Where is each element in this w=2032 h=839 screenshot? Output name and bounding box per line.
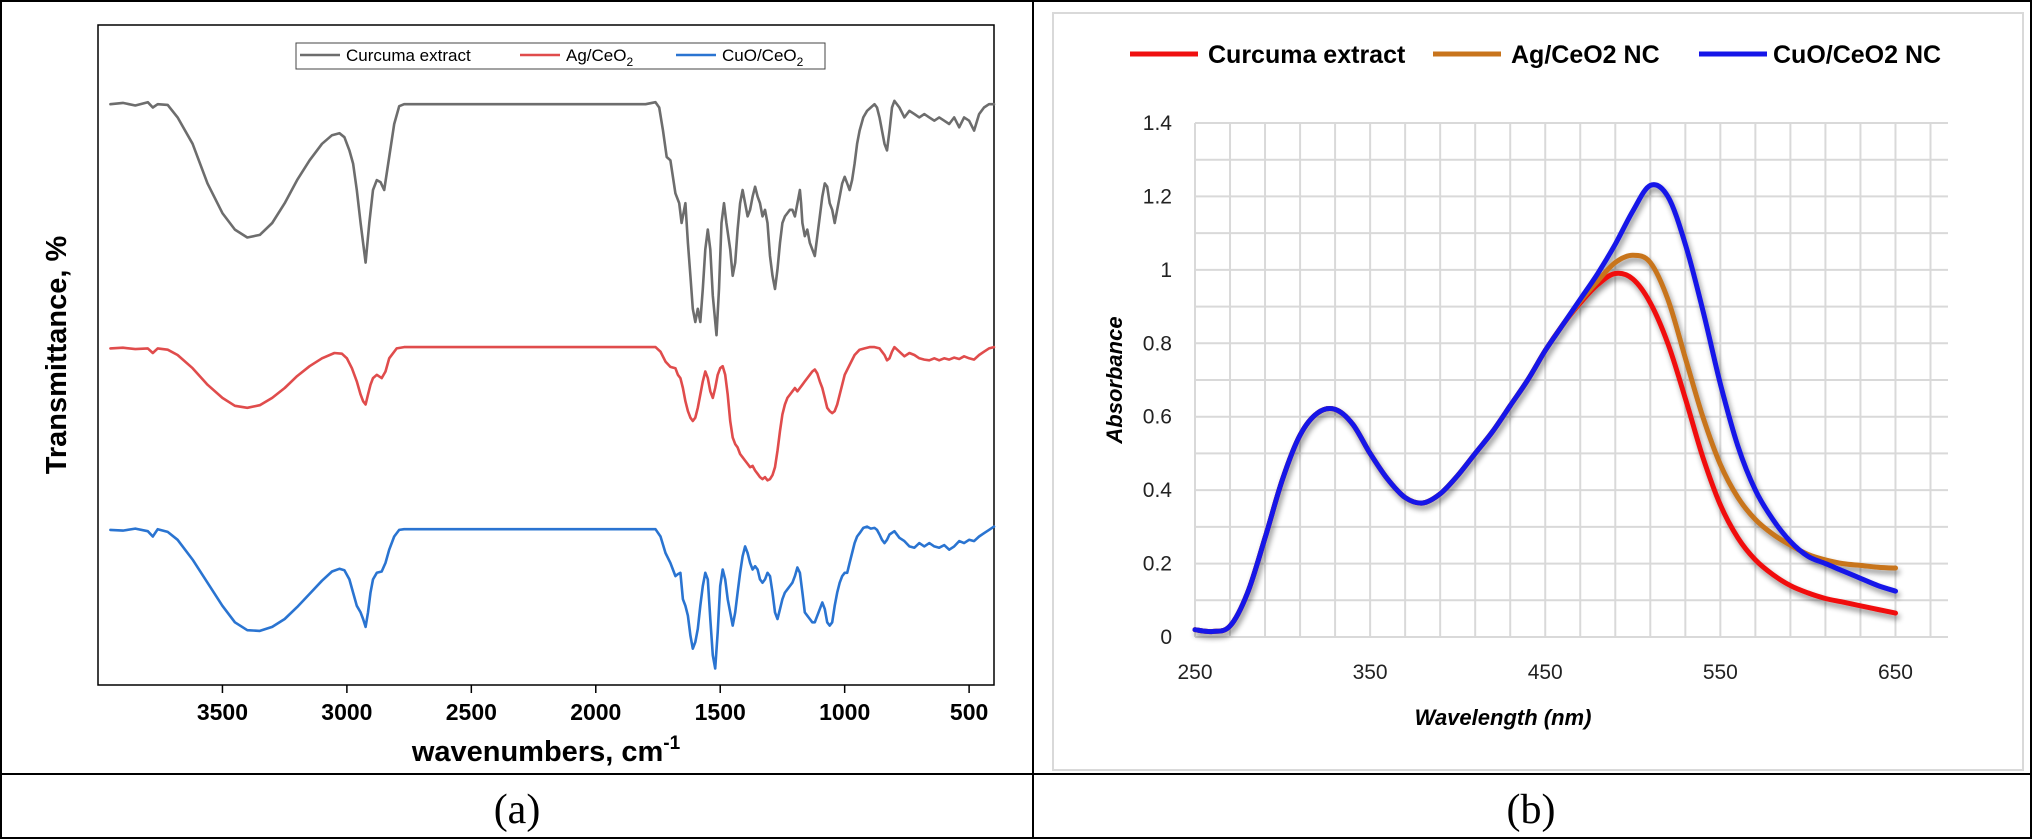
uvvis-y-tick-label: 0.8: [1143, 332, 1172, 355]
ftir-x-tick-label: 500: [950, 699, 988, 725]
uvvis-x-tick-label: 450: [1528, 661, 1563, 684]
ftir-line-2: [109, 525, 996, 670]
legend-label-cuo: CuO/CeO2: [722, 46, 804, 69]
uvvis-ticks: 250 350 450 550 650 0 0.2 0.4 0.6 0.8 1 1.2 1.4: [1143, 112, 1913, 684]
ftir-line-0: [109, 99, 996, 337]
uvvis-y-tick-label: 1: [1160, 259, 1172, 282]
uvvis-gridlines: [1194, 122, 1948, 638]
ftir-plot-frame: [97, 24, 995, 686]
uvvis-x-tick-label: 250: [1177, 661, 1212, 684]
uvvis-y-tick-label: 0: [1160, 626, 1172, 649]
legend-label-curcuma: Curcuma extract: [346, 46, 471, 65]
ftir-x-tick-label: 3000: [321, 699, 372, 725]
ftir-x-axis-title: wavenumbers, cm-1: [411, 733, 681, 768]
ftir-x-tick-label: 2500: [446, 699, 497, 725]
uvvis-chart: 250 350 450 550 650 0 0.2 0.4 0.6 0.8 1 1.2 1.4 Wave…: [1052, 12, 2024, 771]
uvvis-x-tick-label: 550: [1703, 661, 1738, 684]
uvvis-y-tick-label: 1.2: [1143, 185, 1172, 208]
ftir-x-tick-label: 1500: [695, 699, 746, 725]
ftir-legend: Curcuma extract Ag/CeO2 CuO/CeO2: [295, 42, 826, 70]
ftir-legend-box: [295, 42, 826, 70]
ftir-x-tick-label: 2000: [570, 699, 621, 725]
ftir-series-group: [109, 99, 996, 670]
uvvis-y-tick-label: 0.2: [1143, 553, 1172, 576]
uvvis-chart-area: [1052, 12, 2024, 771]
legend-label-curcuma-b: Curcuma extract: [1208, 41, 1406, 69]
ftir-line-1: [109, 345, 996, 482]
uvvis-y-tick-label: 1.4: [1143, 112, 1173, 135]
legend-label-cuo-b: CuO/CeO2 NC: [1773, 41, 1941, 69]
ftir-x-tick-label: 3500: [197, 699, 248, 725]
uvvis-series-group: [1192, 182, 1898, 635]
legend-label-ag-b: Ag/CeO2 NC: [1511, 41, 1660, 69]
uvvis-y-tick-label: 0.6: [1143, 406, 1172, 429]
uvvis-x-tick-label: 350: [1353, 661, 1388, 684]
ftir-chart: 3500 3000 2500 2000 1500 1000 500 wavenumbers,…: [41, 24, 996, 768]
uvvis-legend: Curcuma extract Ag/CeO2 NC CuO/CeO2 NC: [1130, 41, 1941, 69]
ftir-x-tick-label: 1000: [819, 699, 870, 725]
uvvis-x-axis-title: Wavelength (nm): [1415, 705, 1592, 730]
uvvis-y-tick-label: 0.4: [1143, 479, 1173, 502]
uvvis-y-axis-title: Absorbance: [1102, 316, 1127, 444]
uvvis-x-tick-label: 650: [1878, 661, 1913, 684]
ftir-x-ticks: 3500 3000 2500 2000 1500 1000 500: [197, 685, 988, 725]
caption-b: (b): [1507, 787, 1556, 833]
caption-a: (a): [494, 787, 541, 833]
ftir-y-axis-title: Transmittance, %: [41, 236, 73, 475]
uvvis-line-2: [1192, 182, 1898, 635]
legend-label-ag: Ag/CeO2: [566, 46, 633, 69]
